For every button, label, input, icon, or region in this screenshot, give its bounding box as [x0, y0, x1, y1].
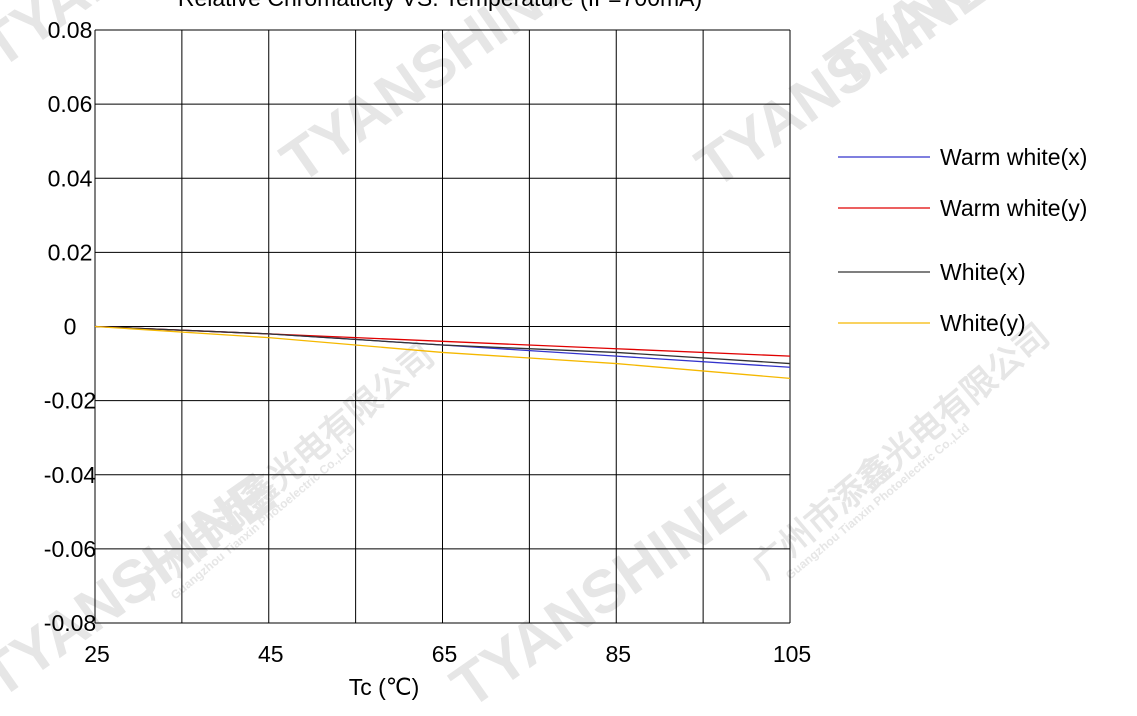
x-tick-label: 105 — [773, 641, 811, 667]
y-tick-label: 0.08 — [48, 17, 93, 43]
y-tick-label: -0.06 — [44, 536, 96, 562]
series-layer — [94, 325, 791, 380]
legend: Warm white(x) Warm white(y) White(x) White(… — [838, 144, 1087, 336]
watermark-brand: TYANSHINE — [439, 470, 757, 716]
x-tick-label: 65 — [432, 641, 458, 667]
x-tick-label: 25 — [84, 641, 110, 667]
x-axis-ticks: 25 45 65 85 105 — [84, 641, 811, 667]
y-tick-label: 0 — [64, 314, 77, 340]
series-line — [94, 325, 791, 380]
legend-label: Warm white(y) — [940, 195, 1087, 221]
y-tick-label: 0.06 — [48, 91, 93, 117]
series-line — [94, 325, 791, 365]
legend-label: White(x) — [940, 259, 1026, 285]
y-tick-label: 0.02 — [48, 239, 93, 265]
watermark-brand: TYANSHINE — [0, 0, 287, 81]
x-axis-title: Tc (℃) — [349, 674, 420, 700]
x-tick-label: 45 — [258, 641, 284, 667]
y-axis-ticks: 0.08 0.06 0.04 0.02 0 -0.02 -0.04 -0.06 -0.08 — [44, 17, 97, 636]
y-tick-label: -0.04 — [44, 462, 97, 488]
legend-label: White(y) — [940, 310, 1026, 336]
x-tick-label: 85 — [605, 641, 631, 667]
watermark-company-cn: 广州市添鑫光电有限公司 — [745, 316, 1057, 586]
y-tick-label: -0.08 — [44, 610, 96, 636]
chart-title: Relative Chromaticity VS. Temperature (I… — [178, 0, 702, 11]
y-tick-label: 0.04 — [48, 165, 93, 191]
y-tick-label: -0.02 — [44, 388, 96, 414]
watermark-brand: TYANSHINE — [269, 0, 587, 196]
watermark-company-cn: 广州市添鑫光电有限公司 — [130, 336, 442, 606]
legend-label: Warm white(x) — [940, 144, 1087, 170]
watermark-brand: TYANSHINE — [814, 0, 1132, 101]
